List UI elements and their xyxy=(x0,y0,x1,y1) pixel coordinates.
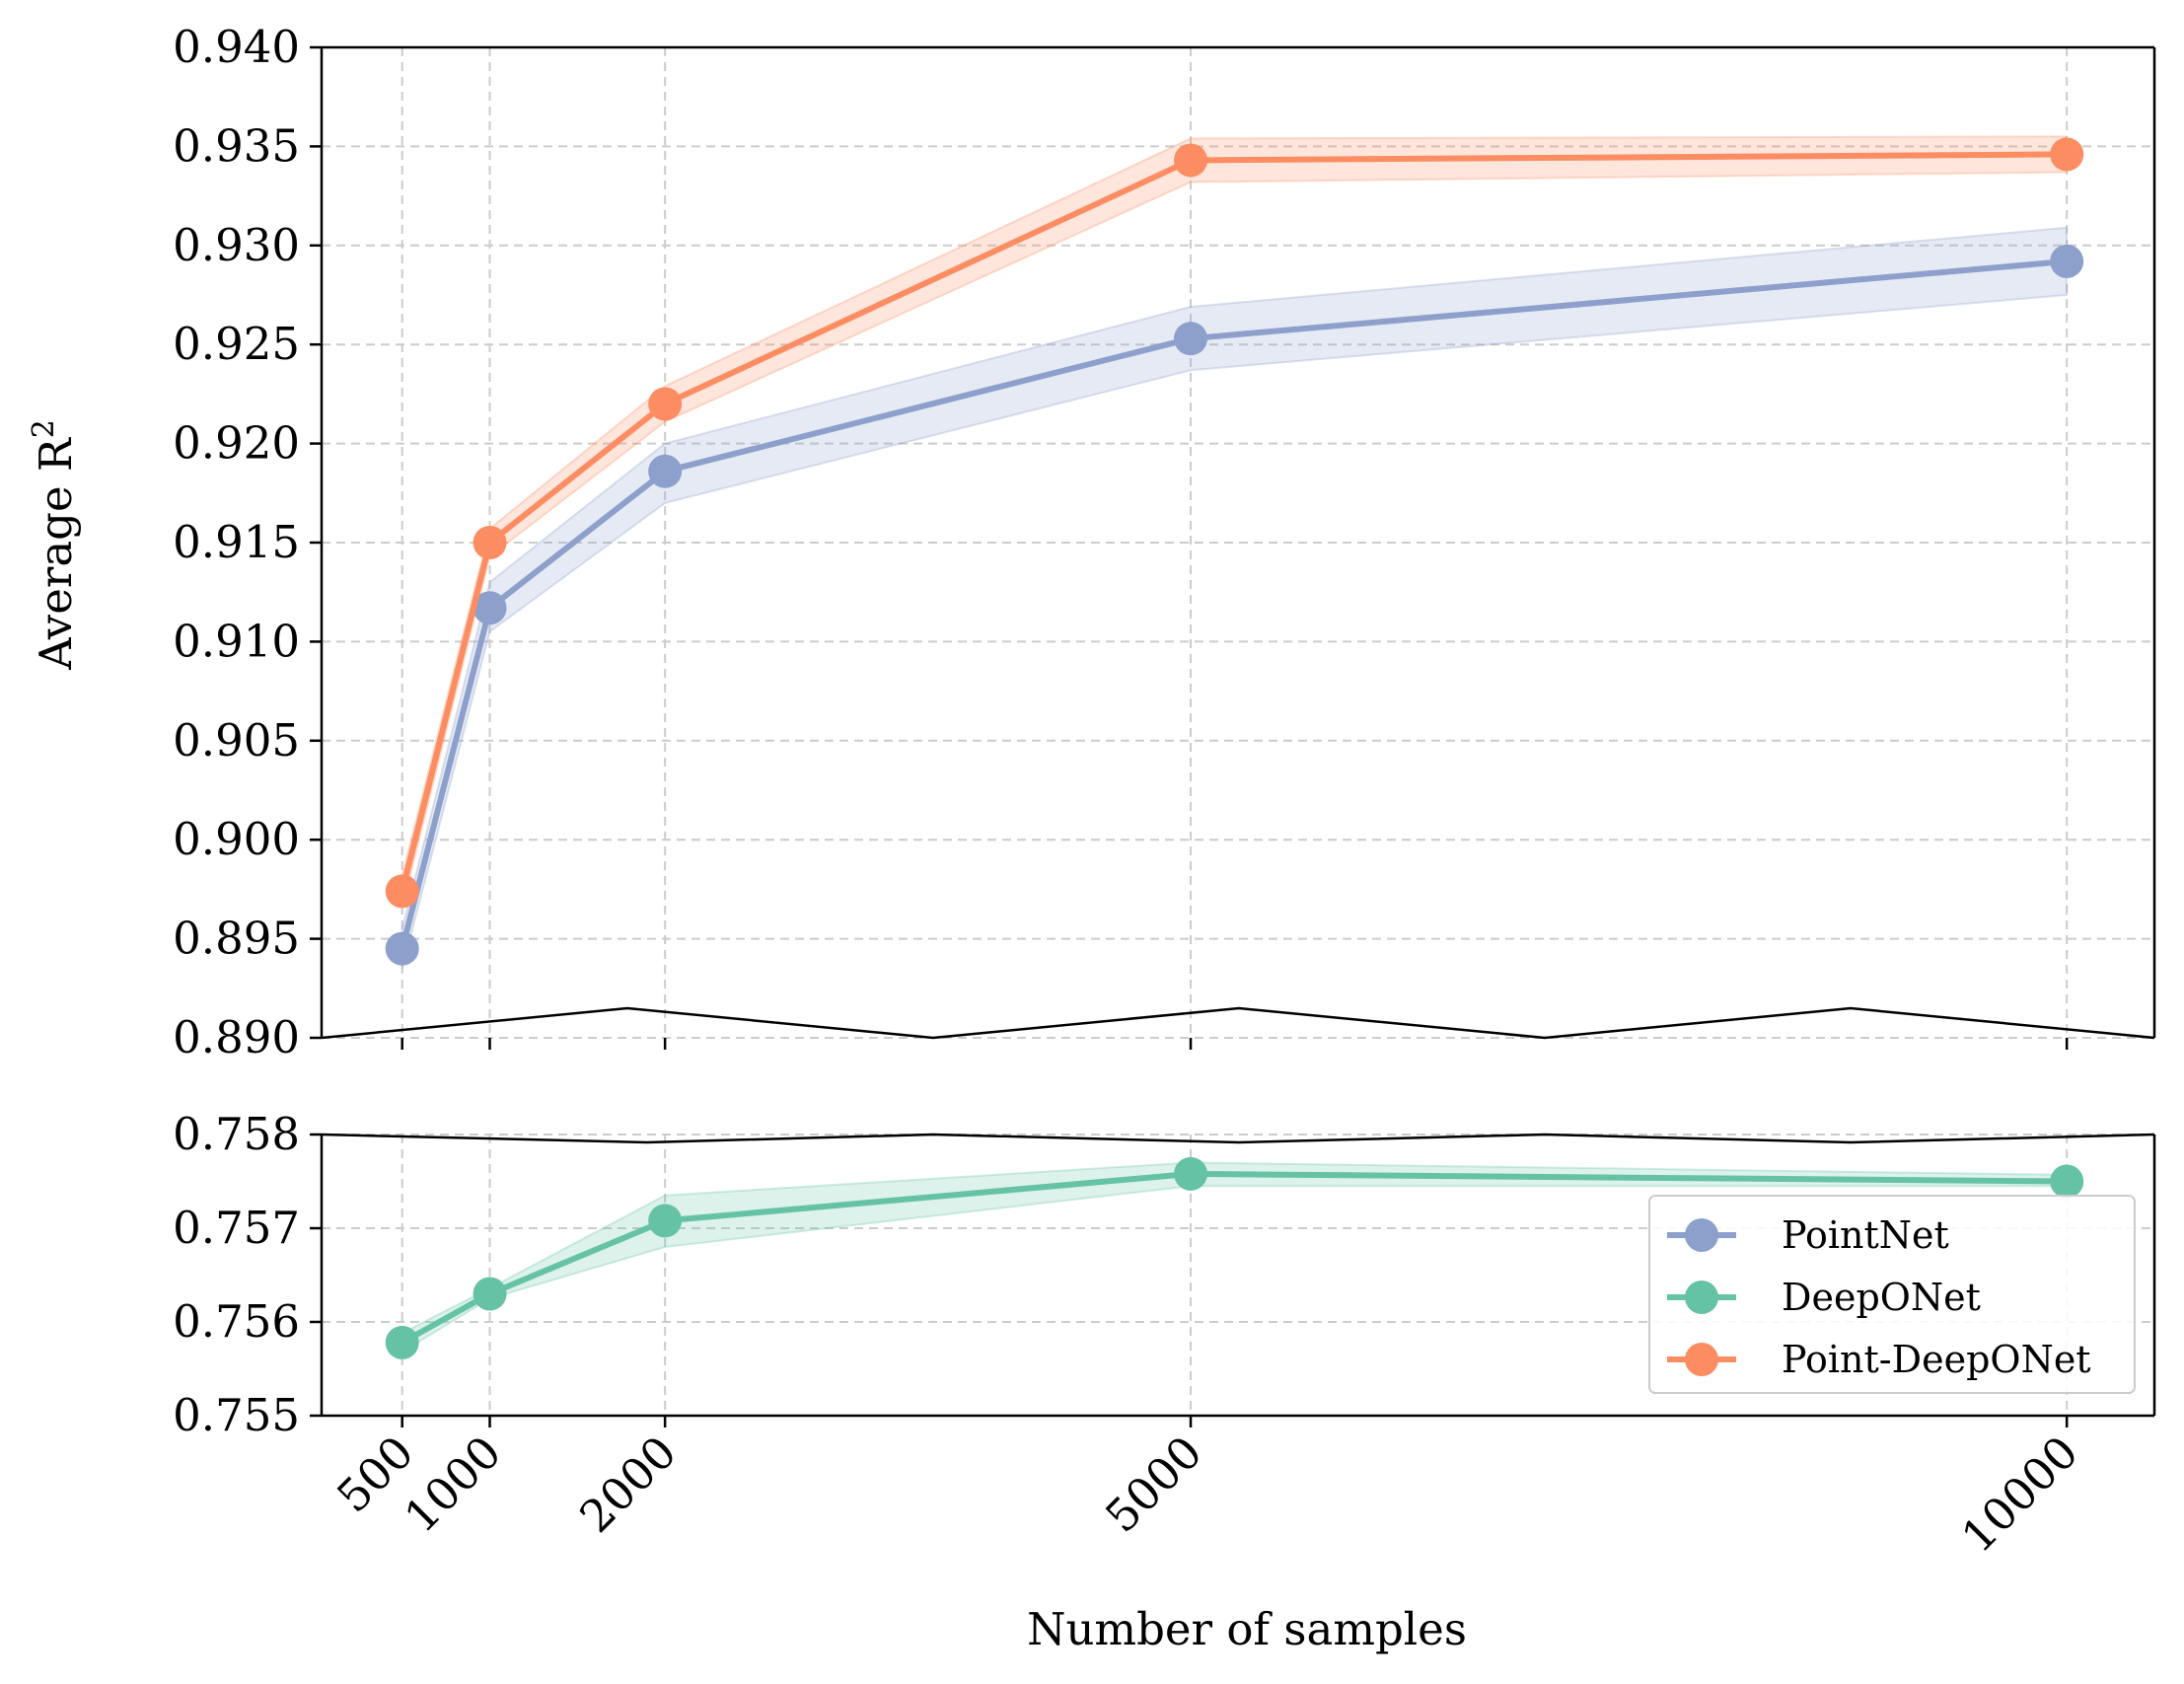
legend-box xyxy=(1648,1195,2136,1394)
series-lines xyxy=(385,137,2084,1359)
y-tick-label: 0.758 xyxy=(173,1108,300,1160)
data-point xyxy=(385,931,419,966)
data-point xyxy=(473,526,507,559)
y-tick-label: 0.900 xyxy=(173,813,300,865)
data-point xyxy=(2050,137,2084,172)
axis-break-lower xyxy=(321,1133,2155,1144)
y-tick-label: 0.935 xyxy=(173,119,300,172)
axis-break-upper xyxy=(321,1006,2155,1040)
y-tick-label: 0.756 xyxy=(173,1295,300,1348)
data-point xyxy=(385,1325,419,1359)
x-tick-label: 2000 xyxy=(569,1426,686,1542)
x-tick-label: 10000 xyxy=(1951,1426,2088,1563)
y-tick-label: 0.757 xyxy=(173,1202,300,1254)
y-tick-label: 0.910 xyxy=(173,615,300,667)
y-tick-label: 0.940 xyxy=(173,21,300,73)
data-point xyxy=(648,1204,683,1238)
y-tick-label: 0.915 xyxy=(173,516,300,568)
legend-swatch-marker xyxy=(1685,1343,1718,1376)
y-tick-label: 0.925 xyxy=(173,318,300,370)
data-point xyxy=(1174,1156,1208,1191)
x-axis-label: Number of samples xyxy=(1027,1603,1467,1655)
y-tick-label: 0.895 xyxy=(173,913,300,965)
confidence-band xyxy=(400,135,2069,908)
legend-label: PointNet xyxy=(1782,1213,1949,1257)
data-point xyxy=(1174,322,1208,356)
data-point xyxy=(473,591,507,625)
data-point xyxy=(648,387,683,421)
x-tick-label: 1000 xyxy=(395,1426,511,1542)
data-point xyxy=(1174,143,1208,178)
x-tick-label: 5000 xyxy=(1095,1426,1211,1542)
legend-swatch-marker xyxy=(1685,1281,1718,1314)
confidence-bands xyxy=(400,135,2069,1355)
data-point xyxy=(648,454,683,488)
y-tick-label: 0.905 xyxy=(173,714,300,767)
legend-label: Point-DeepONet xyxy=(1782,1338,2091,1381)
data-point xyxy=(473,1277,507,1311)
legend: PointNet DeepONet Point-DeepONet xyxy=(1648,1195,2136,1394)
axes-frame xyxy=(320,45,2156,1418)
y-tick-label: 0.920 xyxy=(173,417,300,470)
y-tick-label: 0.890 xyxy=(173,1011,300,1063)
legend-label: DeepONet xyxy=(1782,1276,1981,1319)
y-axis-label: Average R2 xyxy=(27,419,82,671)
y-tick-label: 0.930 xyxy=(173,219,300,271)
data-point xyxy=(385,874,419,909)
confidence-band xyxy=(400,226,2069,969)
y-tick-label: 0.755 xyxy=(173,1389,300,1441)
data-point xyxy=(2050,244,2084,278)
legend-swatch-marker xyxy=(1685,1218,1718,1252)
data-point xyxy=(2050,1164,2084,1199)
